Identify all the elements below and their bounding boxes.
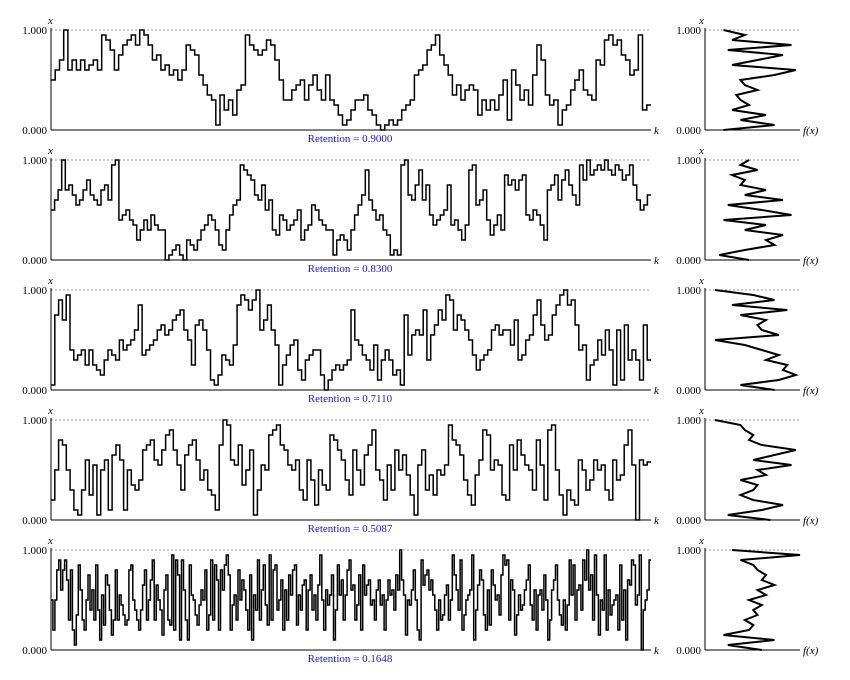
density-x-axis-symbol: x xyxy=(698,405,704,417)
density-y-tick-label: 0.000 xyxy=(676,125,701,137)
y-tick-label: 1.000 xyxy=(22,25,47,37)
y-tick-label: 1.000 xyxy=(22,155,47,167)
density-curve xyxy=(714,419,797,521)
y-tick-label: 1.000 xyxy=(22,545,47,557)
step-trace-line xyxy=(51,29,651,131)
x-axis-symbol: x xyxy=(47,275,53,287)
density-x-axis-symbol: x xyxy=(698,15,704,27)
x-axis-symbol: x xyxy=(47,15,53,27)
density-x-axis-symbol: x xyxy=(698,275,704,287)
density-curve xyxy=(719,159,792,261)
y-tick-label: 1.000 xyxy=(22,285,47,297)
retention-label: Retention = 0.5087 xyxy=(308,523,393,535)
y-tick-label: 0.000 xyxy=(22,125,47,137)
y-tick-label: 0.000 xyxy=(22,645,47,657)
density-y-tick-label: 0.000 xyxy=(676,515,701,527)
step-trace-line xyxy=(51,289,651,391)
density-y-tick-label: 1.000 xyxy=(676,285,701,297)
trace-panel-1: 1.000 0.000 1.000 0.000 x k x f(x) Retention = 0… xyxy=(22,15,818,145)
fx-axis-symbol: f(x) xyxy=(803,255,819,267)
trace-panel-4: 1.000 0.000 1.000 0.000 x k x f(x) Retention = 0… xyxy=(22,405,818,535)
trace-panel-3: 1.000 0.000 1.000 0.000 x k x f(x) Retention = 0… xyxy=(22,275,818,405)
x-axis-symbol: x xyxy=(47,535,53,547)
k-axis-symbol: k xyxy=(654,125,660,137)
density-y-tick-label: 1.000 xyxy=(676,415,701,427)
retention-label: Retention = 0.1648 xyxy=(308,653,393,665)
step-trace-line xyxy=(51,159,651,261)
fx-axis-symbol: f(x) xyxy=(803,385,819,397)
fx-axis-symbol: f(x) xyxy=(803,125,819,137)
y-tick-label: 0.000 xyxy=(22,385,47,397)
density-curve xyxy=(723,29,797,131)
step-trace-line xyxy=(51,419,651,521)
retention-label: Retention = 0.8300 xyxy=(308,263,393,275)
density-x-axis-symbol: x xyxy=(698,535,704,547)
trace-panel-5: 1.000 0.000 1.000 0.000 x k x f(x) Retention = 0… xyxy=(22,535,818,665)
fx-axis-symbol: f(x) xyxy=(803,645,819,657)
y-tick-label: 0.000 xyxy=(22,255,47,267)
x-axis-symbol: x xyxy=(47,145,53,157)
density-curve xyxy=(723,549,801,651)
density-y-tick-label: 0.000 xyxy=(676,645,701,657)
trace-panel-2: 1.000 0.000 1.000 0.000 x k x f(x) Retention = 0… xyxy=(22,145,818,275)
density-y-tick-label: 1.000 xyxy=(676,25,701,37)
x-axis-symbol: x xyxy=(47,405,53,417)
density-x-axis-symbol: x xyxy=(698,145,704,157)
y-tick-label: 0.000 xyxy=(22,515,47,527)
k-axis-symbol: k xyxy=(654,385,660,397)
y-tick-label: 1.000 xyxy=(22,415,47,427)
retention-label: Retention = 0.9000 xyxy=(308,133,393,145)
density-y-tick-label: 0.000 xyxy=(676,255,701,267)
k-axis-symbol: k xyxy=(654,645,660,657)
fx-axis-symbol: f(x) xyxy=(803,515,819,527)
density-curve xyxy=(714,289,799,391)
density-y-tick-label: 1.000 xyxy=(676,545,701,557)
retention-label: Retention = 0.7110 xyxy=(308,393,393,405)
density-y-tick-label: 0.000 xyxy=(676,385,701,397)
k-axis-symbol: k xyxy=(654,255,660,267)
step-trace-line xyxy=(51,549,651,651)
density-y-tick-label: 1.000 xyxy=(676,155,701,167)
k-axis-symbol: k xyxy=(654,515,660,527)
